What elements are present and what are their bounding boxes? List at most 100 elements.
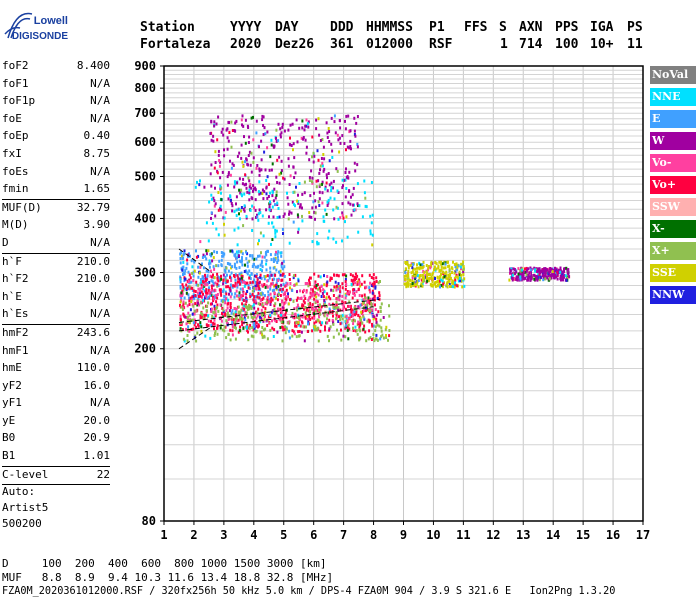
- echo-point: [341, 313, 344, 317]
- echo-point: [329, 325, 332, 329]
- echo-point: [345, 315, 348, 318]
- echo-point: [317, 339, 320, 343]
- echo-point: [247, 286, 250, 290]
- echo-point: [281, 317, 284, 321]
- param-row: yE 20.0: [2, 413, 110, 431]
- echo-point: [182, 300, 185, 304]
- echo-point: [405, 274, 408, 278]
- echo-point: [322, 169, 325, 173]
- param-separator: [2, 484, 110, 486]
- echo-point: [260, 276, 263, 280]
- param-name: yE: [2, 413, 16, 427]
- echo-point: [254, 295, 257, 299]
- echo-point: [368, 329, 371, 333]
- echo-point: [414, 267, 417, 271]
- echo-point: [296, 290, 298, 294]
- echo-point: [307, 284, 310, 288]
- header-value-5: RSF: [429, 37, 453, 52]
- echo-point: [340, 338, 343, 342]
- echo-point: [188, 299, 191, 303]
- echo-point: [179, 280, 182, 284]
- echo-point: [380, 326, 383, 330]
- echo-point: [336, 206, 339, 210]
- echo-point: [271, 289, 274, 293]
- echo-point: [339, 141, 342, 145]
- echo-point: [241, 160, 244, 164]
- echo-point: [268, 299, 271, 303]
- param-row: hmE 110.0: [2, 360, 110, 378]
- echo-point: [320, 295, 323, 298]
- echo-point: [462, 273, 465, 277]
- param-value: 110.0: [76, 361, 110, 375]
- echo-point: [216, 282, 219, 286]
- echo-point: [183, 249, 186, 253]
- echo-point: [224, 299, 226, 302]
- echo-point: [271, 319, 273, 323]
- echo-point: [322, 219, 325, 223]
- echo-point: [212, 283, 215, 287]
- echo-point: [263, 283, 266, 286]
- param-value: N/A: [90, 76, 110, 90]
- echo-point: [318, 190, 321, 194]
- echo-point: [244, 118, 247, 122]
- echo-point: [212, 299, 215, 303]
- echo-point: [451, 281, 454, 285]
- echo-point: [231, 249, 234, 253]
- echo-point: [208, 286, 210, 290]
- echo-point: [253, 324, 255, 328]
- echo-point: [195, 283, 198, 287]
- echo-point: [288, 241, 291, 245]
- echo-point: [366, 319, 369, 323]
- echo-point: [345, 167, 347, 171]
- echo-point: [200, 280, 203, 284]
- echo-point: [353, 310, 356, 314]
- echo-point: [240, 314, 243, 317]
- echo-point: [566, 276, 569, 280]
- echo-point: [206, 274, 209, 278]
- echo-point: [275, 320, 278, 323]
- echo-point: [316, 232, 319, 236]
- echo-point: [248, 307, 251, 311]
- echo-point: [226, 147, 229, 151]
- echo-point: [289, 174, 292, 178]
- echo-point: [238, 291, 241, 295]
- echo-point: [237, 254, 240, 258]
- echo-point: [224, 301, 227, 305]
- echo-point: [207, 301, 210, 305]
- echo-point: [321, 180, 324, 184]
- echo-point: [513, 276, 516, 280]
- echo-point: [342, 184, 344, 188]
- echo-point: [210, 252, 213, 256]
- param-value: 3.90: [83, 218, 111, 232]
- echo-point: [277, 139, 280, 143]
- echo-point: [245, 182, 247, 186]
- echo-point: [305, 307, 308, 311]
- echo-point: [350, 195, 352, 199]
- echo-point: [236, 260, 239, 264]
- echo-point: [440, 260, 443, 264]
- echo-point: [312, 200, 315, 204]
- echo-point: [423, 270, 426, 274]
- echo-point: [261, 333, 264, 337]
- echo-point: [253, 306, 256, 310]
- echo-point: [333, 217, 336, 221]
- echo-point: [205, 257, 208, 261]
- echo-point: [341, 282, 344, 286]
- echo-point: [283, 265, 286, 269]
- echo-point: [266, 146, 269, 150]
- echo-point: [283, 275, 286, 278]
- echo-point: [515, 270, 518, 274]
- echo-point: [243, 315, 246, 319]
- echo-point: [234, 317, 237, 321]
- echo-point: [205, 313, 208, 317]
- param-name: foF2: [2, 59, 29, 72]
- echo-point: [199, 264, 202, 268]
- echo-point: [330, 189, 333, 192]
- echo-point: [564, 274, 567, 278]
- echo-point: [297, 227, 300, 231]
- echo-point: [257, 284, 260, 288]
- echo-point: [254, 280, 257, 284]
- echo-point: [193, 289, 196, 293]
- echo-point: [189, 296, 192, 300]
- echo-point: [182, 256, 185, 260]
